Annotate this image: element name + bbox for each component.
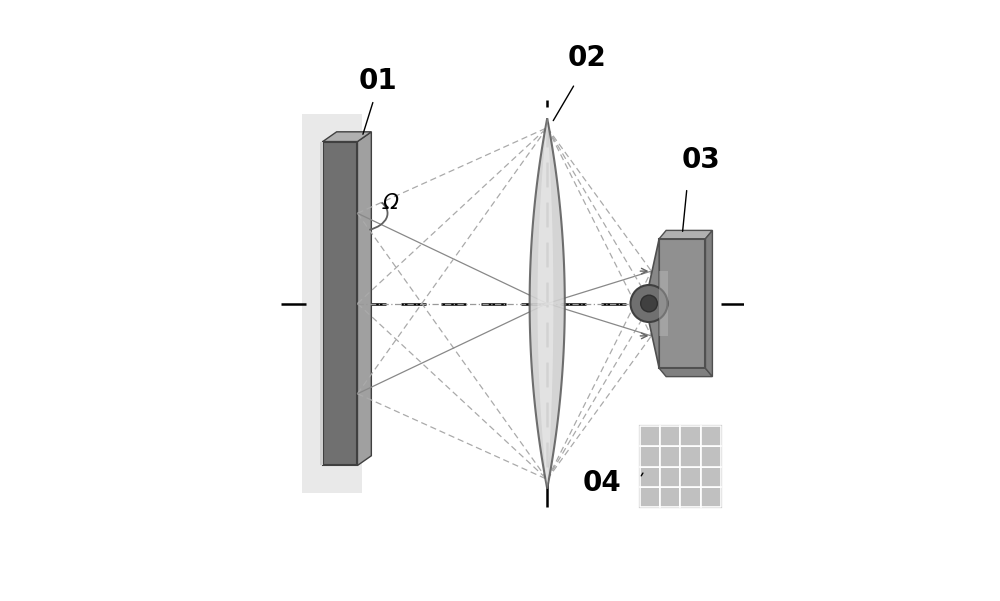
Text: 01: 01: [359, 67, 398, 95]
Polygon shape: [660, 487, 680, 507]
Polygon shape: [680, 466, 701, 487]
Polygon shape: [640, 466, 660, 487]
Circle shape: [631, 285, 668, 322]
Polygon shape: [640, 426, 660, 447]
Polygon shape: [680, 426, 701, 447]
Polygon shape: [659, 271, 668, 336]
Polygon shape: [320, 142, 323, 465]
Polygon shape: [530, 118, 565, 489]
Polygon shape: [701, 466, 721, 487]
Polygon shape: [701, 447, 721, 466]
Polygon shape: [323, 142, 357, 465]
Polygon shape: [640, 487, 660, 507]
Polygon shape: [680, 487, 701, 507]
Polygon shape: [660, 447, 680, 466]
Polygon shape: [705, 230, 712, 377]
Polygon shape: [680, 447, 701, 466]
Circle shape: [641, 295, 657, 312]
Text: 04: 04: [583, 469, 621, 497]
Polygon shape: [538, 118, 553, 489]
Polygon shape: [640, 426, 721, 507]
Polygon shape: [660, 466, 680, 487]
Polygon shape: [701, 426, 721, 447]
Polygon shape: [659, 368, 712, 377]
Polygon shape: [649, 239, 659, 368]
Polygon shape: [357, 132, 371, 465]
Text: Ω: Ω: [383, 193, 399, 213]
Polygon shape: [302, 114, 362, 493]
Polygon shape: [660, 426, 680, 447]
Polygon shape: [659, 239, 705, 368]
Text: 03: 03: [681, 146, 720, 174]
Polygon shape: [659, 230, 712, 239]
Polygon shape: [701, 487, 721, 507]
Text: 02: 02: [567, 44, 606, 72]
Polygon shape: [640, 447, 660, 466]
Polygon shape: [323, 132, 371, 142]
